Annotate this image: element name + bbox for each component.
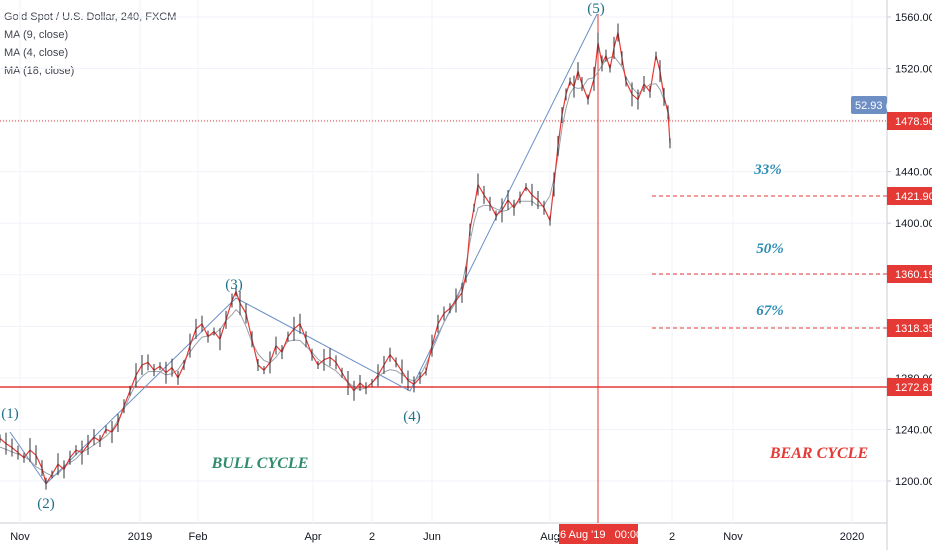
fib50-text: 1360.19 [895, 269, 932, 281]
crosshair-date-text: 26 Aug '19 00:00 [554, 529, 642, 541]
current-price-text: 1478.90 [895, 116, 932, 128]
support-tag [887, 378, 932, 396]
bull-cycle-label: BULL CYCLE [211, 455, 309, 472]
y-tick-label: 1520.00 [895, 64, 932, 76]
ma-value-tag [851, 96, 887, 114]
fib67-tag [887, 319, 932, 337]
y-tick-label: 1440.00 [895, 167, 932, 179]
legend-ma18[interactable]: MA (18, close) [4, 65, 75, 77]
price-line [0, 32, 671, 486]
annotation-67: 67% [756, 303, 784, 319]
wave-label-5: (5) [587, 1, 605, 17]
crosshair-date-tag [559, 524, 638, 544]
x-tick-label: Nov [723, 531, 743, 543]
x-tick-label: Nov [10, 531, 30, 543]
fib67-text: 1318.35 [895, 323, 932, 335]
wave-label-2: (2) [37, 496, 55, 512]
wave-count-line[interactable] [9, 13, 598, 485]
x-tick-label: 2 [369, 531, 375, 543]
current-price-tag [887, 112, 932, 130]
fib33-text: 1421.90 [895, 191, 932, 203]
price-series [0, 23, 671, 490]
price-axis[interactable]: 1560.001520.001480.001440.001400.001360.… [887, 12, 932, 488]
ma-value-text: 52.93 ( [855, 100, 890, 112]
x-tick-label: 2020 [840, 531, 864, 543]
wave-label-1: (1) [1, 406, 19, 422]
moving-average-line [0, 55, 671, 477]
annotation-33: 33% [753, 162, 782, 178]
annotation-50: 50% [756, 241, 784, 257]
y-tick-label: 1400.00 [895, 218, 932, 230]
x-tick-label: 2 [669, 531, 675, 543]
fib50-tag [887, 265, 932, 283]
x-tick-label: Jun [423, 531, 441, 543]
x-tick-label: Apr [304, 531, 321, 543]
bear-cycle-label: BEAR CYCLE [769, 445, 868, 462]
y-tick-label: 1200.00 [895, 476, 932, 488]
support-text: 1272.81 [895, 382, 932, 394]
x-tick-label: Feb [189, 531, 208, 543]
time-axis[interactable]: Nov 2019 Feb Apr 2 Jun Aug 2 Nov 2020 [10, 531, 864, 543]
y-tick-label: 1240.00 [895, 424, 932, 436]
gridlines [0, 0, 887, 523]
x-tick-label: Aug [540, 531, 560, 543]
wave-label-4: (4) [403, 409, 421, 425]
wave-label-3: (3) [225, 277, 243, 293]
y-tick-label: 1560.00 [895, 12, 932, 24]
x-tick-label: 2019 [128, 531, 152, 543]
fib33-tag [887, 187, 932, 205]
